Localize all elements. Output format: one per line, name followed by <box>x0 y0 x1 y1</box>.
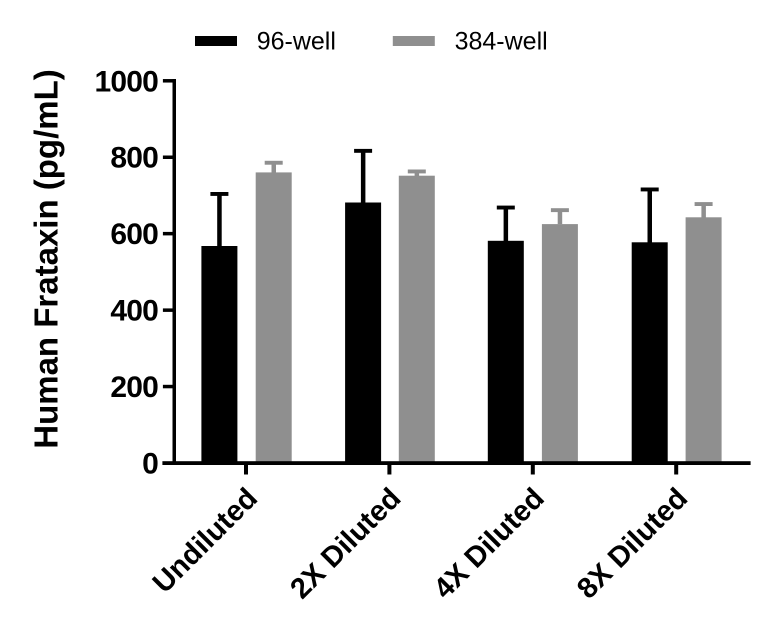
svg-text:0: 0 <box>142 448 158 481</box>
svg-text:800: 800 <box>110 142 158 175</box>
svg-text:600: 600 <box>110 218 158 251</box>
svg-text:Human Frataxin (pg/mL): Human Frataxin (pg/mL) <box>28 69 65 449</box>
svg-text:384-well: 384-well <box>455 28 548 56</box>
svg-text:400: 400 <box>110 295 158 328</box>
svg-text:200: 200 <box>110 371 158 404</box>
svg-text:96-well: 96-well <box>257 28 336 56</box>
svg-text:1000: 1000 <box>94 65 158 98</box>
